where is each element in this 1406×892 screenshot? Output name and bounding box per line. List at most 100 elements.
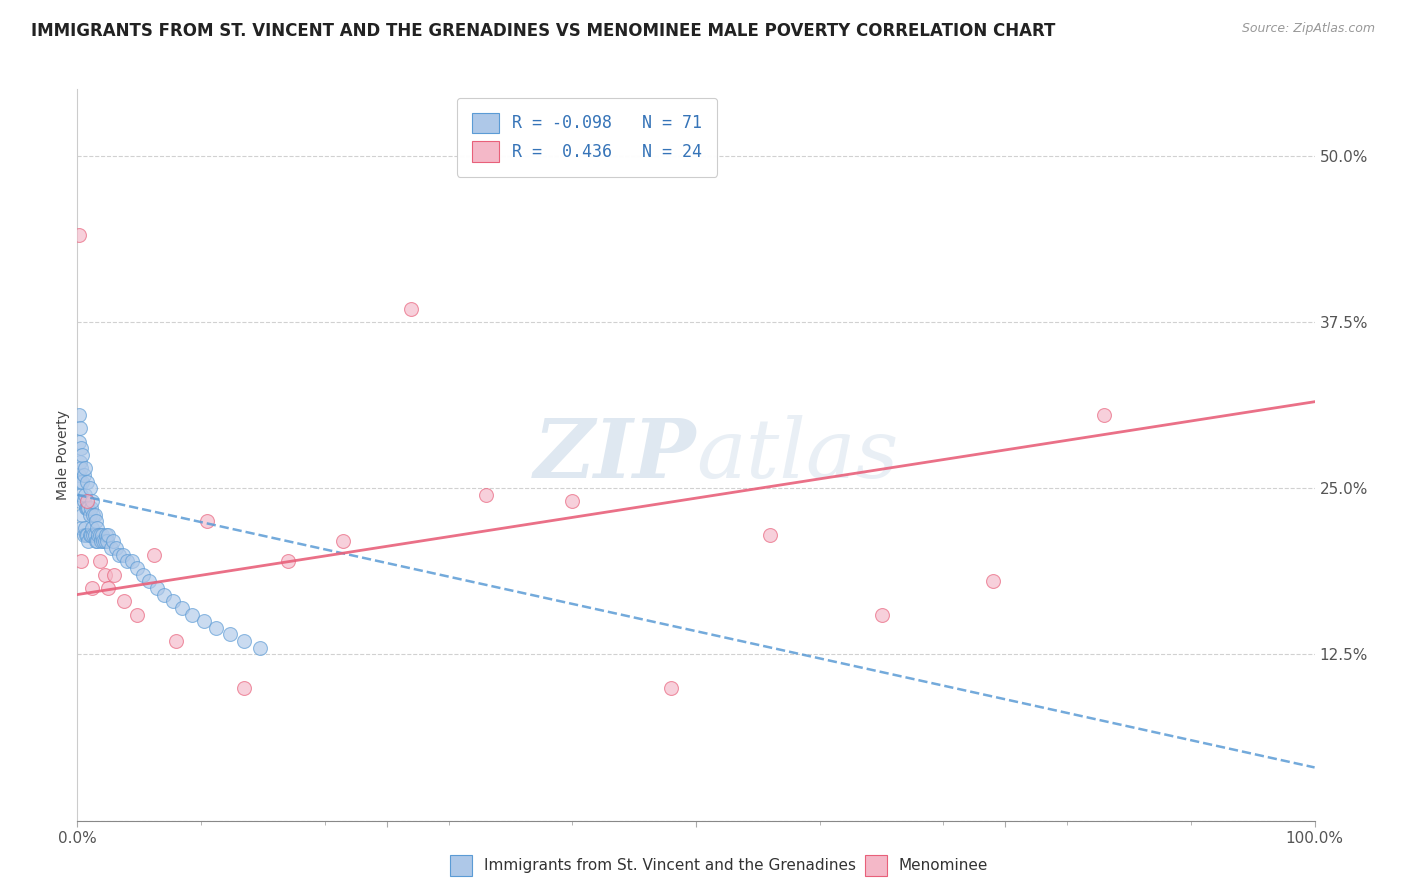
Point [94,527,117,541]
Point [100,541,122,555]
Point [73,488,96,502]
Text: Menominee: Menominee [898,858,988,872]
Point [69,494,91,508]
Point [125,607,148,622]
Point [69,454,91,468]
Point [73,461,96,475]
Point [659,681,682,695]
Point [75,527,97,541]
Point [77,534,100,549]
Point [67,408,90,422]
Legend: R = -0.098   N = 71, R =  0.436   N = 24: R = -0.098 N = 71, R = 0.436 N = 24 [457,97,717,177]
Y-axis label: Male Poverty: Male Poverty [56,410,70,500]
Point [193,614,215,628]
Point [67,228,90,243]
Point [218,627,240,641]
Point [76,475,98,489]
Point [70,442,93,456]
Point [72,475,94,489]
Point [97,581,120,595]
Point [83,527,105,541]
Point [84,534,107,549]
Point [75,501,97,516]
Point [93,567,115,582]
Point [205,621,228,635]
Point [90,534,112,549]
Point [69,421,91,435]
Point [249,640,271,655]
Point [79,508,101,522]
Point [79,527,101,541]
Point [72,494,94,508]
Point [70,461,93,475]
Point [112,594,135,608]
Point [82,527,104,541]
Point [79,481,101,495]
Text: atlas: atlas [696,415,898,495]
Text: Source: ZipAtlas.com: Source: ZipAtlas.com [1241,22,1375,36]
Point [277,554,299,568]
Point [870,607,893,622]
Point [121,554,143,568]
Point [172,600,194,615]
Point [80,501,103,516]
Text: IMMIGRANTS FROM ST. VINCENT AND THE GRENADINES VS MENOMINEE MALE POVERTY CORRELA: IMMIGRANTS FROM ST. VINCENT AND THE GREN… [31,22,1056,40]
Point [82,494,104,508]
Point [143,548,166,562]
Point [332,534,354,549]
Point [89,527,111,541]
Point [76,501,98,516]
Point [474,488,496,502]
Point [401,301,423,316]
Point [82,508,104,522]
Point [103,567,125,582]
Point [80,527,103,541]
Point [93,534,115,549]
Point [70,554,93,568]
Point [181,607,204,622]
Point [67,467,90,482]
Point [96,534,118,549]
Point [70,521,93,535]
Point [195,515,218,529]
Point [165,634,187,648]
Point [67,434,90,449]
Point [69,475,91,489]
Point [103,534,125,549]
Point [1092,408,1115,422]
Point [72,448,94,462]
Point [72,467,94,482]
Point [138,574,160,589]
Point [233,681,256,695]
Point [91,527,114,541]
Point [108,548,131,562]
Point [72,508,94,522]
Point [125,561,148,575]
Point [70,488,93,502]
Point [112,548,135,562]
Point [82,521,104,535]
Point [87,527,110,541]
Point [86,521,108,535]
Text: ZIP: ZIP [533,415,696,495]
Point [759,527,782,541]
Point [76,527,98,541]
Point [91,534,114,549]
Point [72,527,94,541]
Point [89,554,111,568]
Point [84,515,107,529]
Point [233,634,256,648]
Point [104,541,127,555]
Point [73,521,96,535]
Point [981,574,1004,589]
Point [115,554,138,568]
Point [145,581,167,595]
Point [77,501,100,516]
Point [97,527,120,541]
Point [76,494,98,508]
Point [82,581,104,595]
Text: Immigrants from St. Vincent and the Grenadines: Immigrants from St. Vincent and the Gren… [484,858,856,872]
Point [561,494,583,508]
Point [83,508,105,522]
Point [153,588,176,602]
